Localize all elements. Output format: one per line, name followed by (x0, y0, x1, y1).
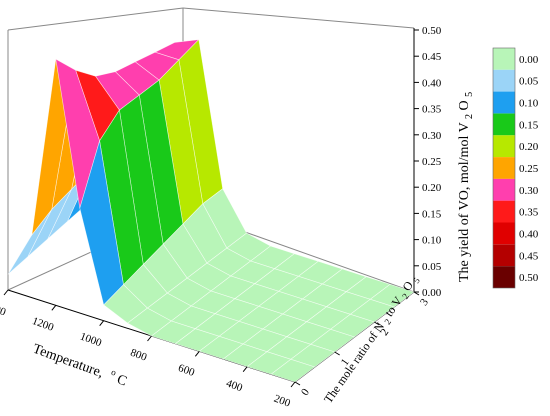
y-tick-label: 1 (339, 357, 352, 368)
colorbar-label: 0.25 (519, 163, 539, 175)
surface-plot (7, 38, 415, 383)
colorbar-swatch (493, 113, 515, 136)
y-tick-mark (294, 381, 301, 386)
colorbar-swatch (493, 178, 515, 201)
x-tick-mark (147, 335, 152, 342)
x-tick-label: 1200 (30, 315, 55, 334)
colorbar-label: 0.30 (519, 185, 539, 197)
x-tick-mark (51, 305, 57, 311)
x-tick-mark (242, 366, 248, 372)
surface-patch (270, 358, 316, 383)
box-edge-top-left (7, 7, 184, 31)
x-tick-mark (3, 289, 9, 296)
z-tick-label: 0.00 (422, 287, 442, 299)
y-tick-label: 2 (378, 327, 391, 338)
colorbar-swatch (493, 157, 515, 179)
colorbar-swatch (493, 200, 515, 223)
colorbar-label: 0.10 (519, 98, 539, 110)
x-tick-label: 1400 (0, 300, 8, 319)
z-tick-label: 0.15 (422, 208, 442, 220)
colorbar-label: 0.00 (519, 54, 539, 66)
colorbar-label: 0.05 (519, 76, 539, 88)
surface-patch (7, 209, 53, 275)
z-tick-label: 0.30 (422, 130, 442, 142)
colorbar-label: 0.35 (519, 207, 539, 219)
x-axis-title: Temperature, o C (31, 336, 131, 390)
x-tick-mark (99, 320, 105, 326)
colorbar-swatch (493, 135, 515, 158)
y-tick-label: 0 (299, 386, 312, 398)
y-tick-mark (374, 321, 380, 326)
z-tick-label: 0.25 (422, 156, 442, 168)
colorbar-swatch (493, 244, 515, 267)
colorbar-label: 0.15 (519, 119, 539, 131)
colorbar: 0.00 0.05 0.10 0.15 0.20 0.25 0.30 0.35 0.40 0.45… (492, 47, 539, 289)
z-tick-label: 0.50 (422, 25, 442, 37)
z-tick-label: 0.10 (422, 235, 442, 247)
x-tick-label: 200 (272, 393, 292, 410)
z-tick-label: 0.40 (422, 77, 442, 89)
box-edge-top-right (182, 7, 415, 29)
colorbar-swatch (493, 91, 515, 114)
x-tick-label: 600 (177, 362, 197, 379)
x-tick-label: 400 (224, 377, 244, 394)
z-axis-title: The yield of VO, mol/mol V 2 O 5 (457, 92, 476, 282)
x-tick-label: 1000 (78, 330, 103, 349)
colorbar-label: 0.50 (519, 272, 539, 284)
colorbar-label: 0.40 (519, 229, 539, 241)
colorbar-label: 0.45 (519, 250, 539, 262)
colorbar-swatch (493, 266, 515, 288)
colorbar-swatch (493, 48, 515, 70)
colorbar-frame (492, 47, 516, 289)
colorbar-swatch (493, 222, 515, 245)
x-tick-mark (290, 381, 296, 388)
z-tick-label: 0.20 (422, 182, 442, 194)
x-tick-label: 800 (129, 347, 149, 364)
y-tick-mark (334, 351, 340, 356)
z-tick-label: 0.05 (422, 261, 442, 273)
y-tick-label: 3 (418, 296, 431, 308)
x-tick-mark (194, 351, 200, 357)
z-tick-label: 0.35 (422, 104, 442, 116)
colorbar-swatch (493, 69, 515, 92)
z-tick-label: 0.45 (422, 51, 442, 63)
colorbar-label: 0.20 (519, 141, 539, 153)
